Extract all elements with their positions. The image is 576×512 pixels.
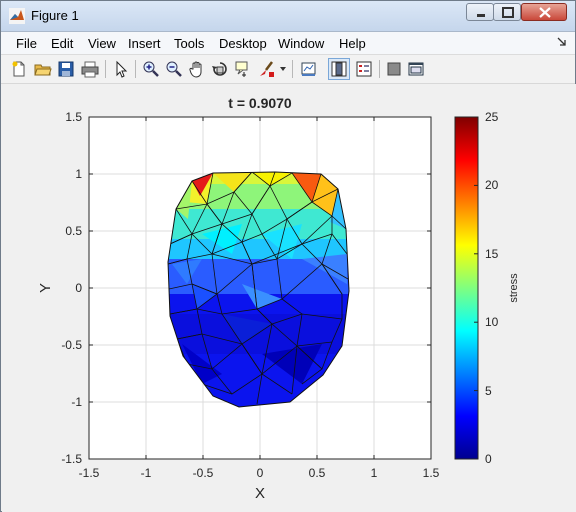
menu-edit[interactable]: Edit	[51, 36, 74, 51]
x-tick-label: -0.5	[193, 466, 214, 480]
menu-view[interactable]: View	[88, 36, 116, 51]
data-cursor-icon[interactable]	[234, 60, 252, 78]
colorbar-tick-label: 5	[485, 384, 492, 398]
y-tick-label: 1.5	[65, 110, 82, 124]
save-icon[interactable]	[57, 60, 75, 78]
open-file-icon[interactable]	[34, 60, 52, 78]
colorbar-tick-label: 0	[485, 452, 492, 466]
mesh-edges	[168, 172, 349, 405]
y-tick-label: 0	[75, 281, 82, 295]
colorbar[interactable]	[454, 116, 479, 460]
x-tick-label: 0.5	[309, 466, 326, 480]
x-tick-label: 1.5	[423, 466, 440, 480]
matlab-icon	[9, 8, 25, 24]
menu-desktop[interactable]: Desktop	[219, 36, 267, 51]
plot-svg: t = 0.9070 X Y -1.5 -1 -0.5 0 0.5 1 1.5 …	[37, 95, 520, 502]
colorbar-tick-label: 10	[485, 315, 499, 329]
y-tick-label: 0.5	[65, 224, 82, 238]
new-figure-icon[interactable]	[10, 60, 28, 78]
colorbar-ticks	[474, 116, 478, 460]
show-plot-tools-icon[interactable]	[407, 60, 425, 78]
rotate-3d-icon[interactable]	[211, 60, 229, 78]
axis-ticks	[88, 116, 432, 460]
colorbar-tick-label: 25	[485, 110, 499, 124]
colorbar-icon[interactable]	[330, 60, 348, 78]
link-plot-icon[interactable]	[300, 60, 318, 78]
y-tick-label: -1.5	[61, 452, 82, 466]
toolbar	[1, 55, 575, 84]
colorbar-tick-label: 20	[485, 178, 499, 192]
colorbar-tick-label: 15	[485, 247, 499, 261]
x-tick-label: -1	[141, 466, 152, 480]
minimize-button[interactable]	[466, 3, 494, 21]
x-tick-label: 0	[257, 466, 264, 480]
hide-plot-tools-icon[interactable]	[385, 60, 403, 78]
x-tick-label: -1.5	[79, 466, 100, 480]
brush-icon[interactable]	[258, 60, 276, 78]
pan-hand-icon[interactable]	[188, 60, 206, 78]
plot-title: t = 0.9070	[228, 95, 292, 111]
brush-dropdown-icon[interactable]	[280, 67, 286, 72]
x-axis-label: X	[255, 485, 265, 502]
y-tick-label: -1	[71, 395, 82, 409]
zoom-in-icon[interactable]	[142, 60, 160, 78]
figure-canvas: t = 0.9070 X Y -1.5 -1 -0.5 0 0.5 1 1.5 …	[2, 84, 576, 512]
colorbar-label: stress	[508, 273, 520, 303]
x-tick-label: 1	[371, 466, 378, 480]
menu-insert[interactable]: Insert	[128, 36, 161, 51]
y-axis-label: Y	[37, 283, 54, 293]
toolbar-separator	[135, 60, 136, 78]
menu-bar: File Edit View Insert Tools Desktop Wind…	[1, 32, 575, 55]
legend-icon[interactable]	[355, 60, 373, 78]
menu-window[interactable]: Window	[278, 36, 325, 51]
maximize-icon	[502, 7, 514, 18]
minimize-icon	[477, 14, 485, 17]
mesh-outline	[167, 171, 350, 408]
window-title: Figure 1	[31, 8, 79, 23]
menu-tools[interactable]: Tools	[174, 36, 205, 51]
title-bar[interactable]: Figure 1	[1, 1, 575, 32]
y-tick-label: 1	[75, 167, 82, 181]
dock-arrow-icon[interactable]	[557, 37, 567, 47]
y-tick-label: -0.5	[61, 338, 82, 352]
print-icon[interactable]	[81, 60, 99, 78]
zoom-out-icon[interactable]	[165, 60, 183, 78]
edit-plot-icon[interactable]	[112, 60, 130, 78]
toolbar-separator	[105, 60, 106, 78]
close-button[interactable]	[521, 3, 567, 21]
toolbar-separator	[292, 60, 293, 78]
menu-file[interactable]: File	[16, 36, 37, 51]
menu-help[interactable]: Help	[339, 36, 366, 51]
maximize-button[interactable]	[493, 3, 521, 21]
toolbar-separator	[379, 60, 380, 78]
close-icon	[539, 7, 551, 18]
